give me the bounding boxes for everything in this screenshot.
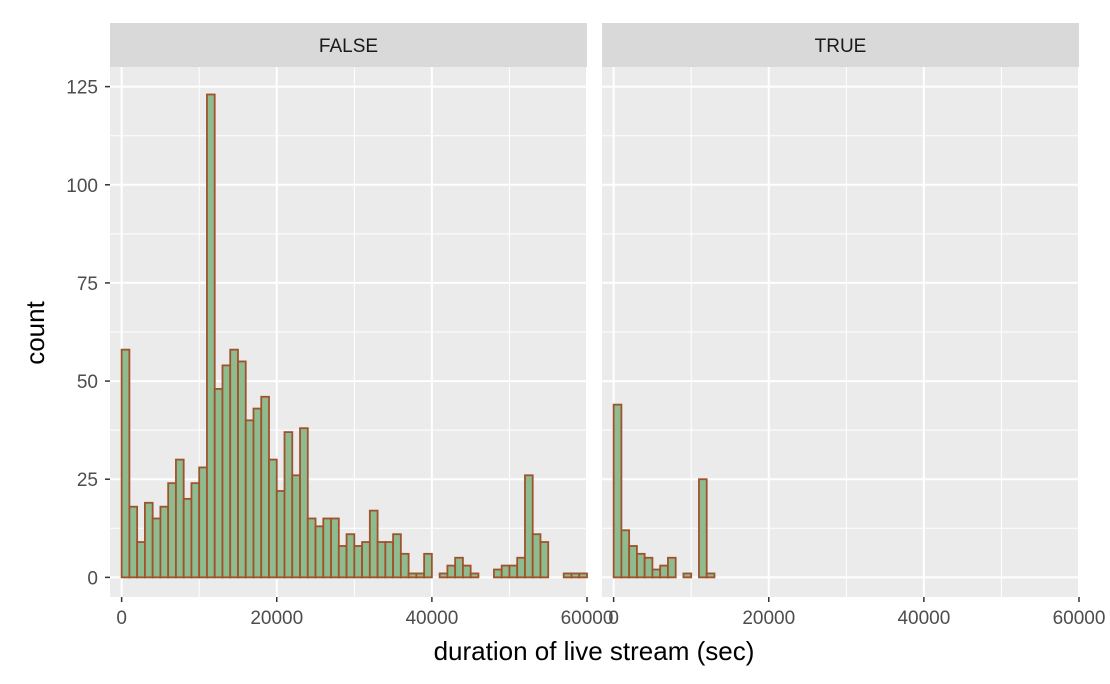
facet-label-true: TRUE: [815, 36, 867, 57]
histogram-bar-false-39: [423, 552, 433, 579]
histogram-bar-false-31: [361, 541, 371, 579]
histogram-bar-false-21: [283, 431, 294, 579]
x-axis-title: duration of live stream (sec): [434, 636, 755, 666]
histogram-bar-false-2: [136, 541, 146, 579]
histogram-bar-true-6: [659, 564, 669, 579]
histogram-bar-false-49: [500, 564, 511, 579]
y-tick-label: 100: [66, 176, 98, 197]
histogram-bar-false-26: [322, 517, 332, 579]
x-ticks-true: 0 20000 40000 60000: [608, 597, 1105, 629]
histogram-bar-true-0: [612, 403, 623, 579]
histogram-bar-false-8: [182, 497, 193, 579]
x-tick-label: 0: [608, 608, 619, 629]
histogram-bar-false-12: [213, 388, 224, 579]
histogram-bar-true-12: [705, 572, 716, 579]
x-tick-label: 20000: [250, 608, 303, 629]
x-ticks-false: 0 20000 40000 60000: [116, 597, 613, 629]
histogram-bar-false-50: [508, 564, 519, 579]
histogram-bar-false-15: [237, 360, 247, 579]
histogram-bar-true-11: [698, 478, 708, 579]
x-tick-label: 40000: [405, 608, 458, 629]
facet-false: FALSE 0 20000 40000 60000: [110, 23, 613, 629]
histogram-bar-false-45: [469, 572, 480, 579]
histogram-bar-false-13: [221, 364, 232, 579]
histogram-bar-false-4: [151, 517, 162, 579]
histogram-bar-true-9: [682, 572, 693, 579]
histogram-bar-true-2: [628, 545, 638, 579]
bars-true: [612, 403, 716, 579]
x-tick-label: 0: [116, 608, 127, 629]
histogram-bar-false-38: [415, 572, 426, 579]
histogram-bar-false-16: [244, 419, 255, 579]
histogram-bar-false-5: [159, 505, 170, 579]
histogram-bar-false-53: [531, 533, 542, 579]
histogram-bar-true-3: [636, 552, 646, 579]
histogram-bar-false-29: [345, 533, 356, 579]
x-tick-label: 20000: [742, 608, 795, 629]
histogram-bar-false-33: [376, 541, 387, 579]
grid-true: [602, 67, 1080, 597]
histogram-bar-false-54: [539, 541, 550, 579]
histogram-bar-false-51: [516, 556, 526, 579]
histogram-bar-false-41: [438, 572, 449, 579]
histogram-bar-false-58: [570, 572, 581, 579]
histogram-bar-false-18: [260, 395, 270, 579]
y-tick-label: 75: [77, 274, 98, 295]
y-tick-label: 25: [77, 470, 98, 491]
histogram-bar-false-3: [144, 501, 154, 579]
histogram-bar-false-30: [353, 545, 363, 579]
x-tick-label: 60000: [561, 608, 614, 629]
histogram-bar-false-44: [462, 564, 472, 579]
histogram-bar-false-20: [275, 490, 286, 579]
x-tick-label: 40000: [897, 608, 950, 629]
histogram-bar-false-42: [446, 564, 457, 579]
histogram-bar-false-14: [229, 348, 239, 579]
histogram-bar-false-9: [190, 482, 201, 579]
x-tick-label: 60000: [1053, 608, 1106, 629]
histogram-bar-false-10: [198, 466, 208, 579]
histogram-bar-false-48: [493, 568, 503, 579]
facet-strip-true: [602, 23, 1079, 67]
histogram-bar-false-36: [399, 552, 410, 579]
facet-strip-false: [110, 23, 587, 67]
histogram-bar-false-37: [407, 572, 418, 579]
histogram-bar-false-6: [167, 482, 177, 579]
histogram-bar-false-34: [384, 541, 394, 579]
histogram-bar-true-1: [620, 529, 631, 579]
y-ticks: 0 25 50 75 100 125: [66, 78, 110, 589]
histogram-bar-false-57: [562, 572, 573, 579]
histogram-bar-false-59: [578, 572, 588, 579]
y-tick-label: 0: [87, 568, 98, 589]
histogram-bar-false-43: [454, 556, 464, 579]
y-axis-title: count: [20, 300, 50, 364]
y-tick-label: 125: [66, 78, 98, 99]
histogram-bar-false-27: [330, 517, 340, 579]
histogram-bar-true-4: [643, 556, 654, 579]
histogram-bar-false-0: [120, 348, 131, 579]
histogram-bar-false-7: [175, 458, 185, 579]
facet-true: TRUE 0 20000 40000 60000: [602, 23, 1105, 629]
histogram-bar-false-22: [291, 474, 301, 579]
histogram-bar-false-23: [299, 427, 309, 579]
histogram-bar-false-17: [252, 407, 263, 579]
facet-label-false: FALSE: [319, 36, 378, 57]
bars-false: [120, 93, 588, 579]
histogram-bar-true-5: [651, 568, 662, 579]
histogram-bar-false-19: [268, 458, 278, 579]
histogram-bar-false-24: [306, 517, 317, 579]
histogram-bar-false-11: [206, 93, 216, 579]
histogram-bar-false-28: [337, 545, 348, 579]
histogram-bar-false-35: [392, 533, 402, 579]
y-tick-label: 50: [77, 372, 98, 393]
histogram-bar-false-52: [524, 474, 534, 579]
histogram-bar-true-7: [667, 556, 677, 579]
histogram-bar-false-25: [314, 525, 325, 579]
histogram-bar-false-1: [128, 505, 139, 579]
histogram-bar-false-32: [368, 509, 379, 579]
